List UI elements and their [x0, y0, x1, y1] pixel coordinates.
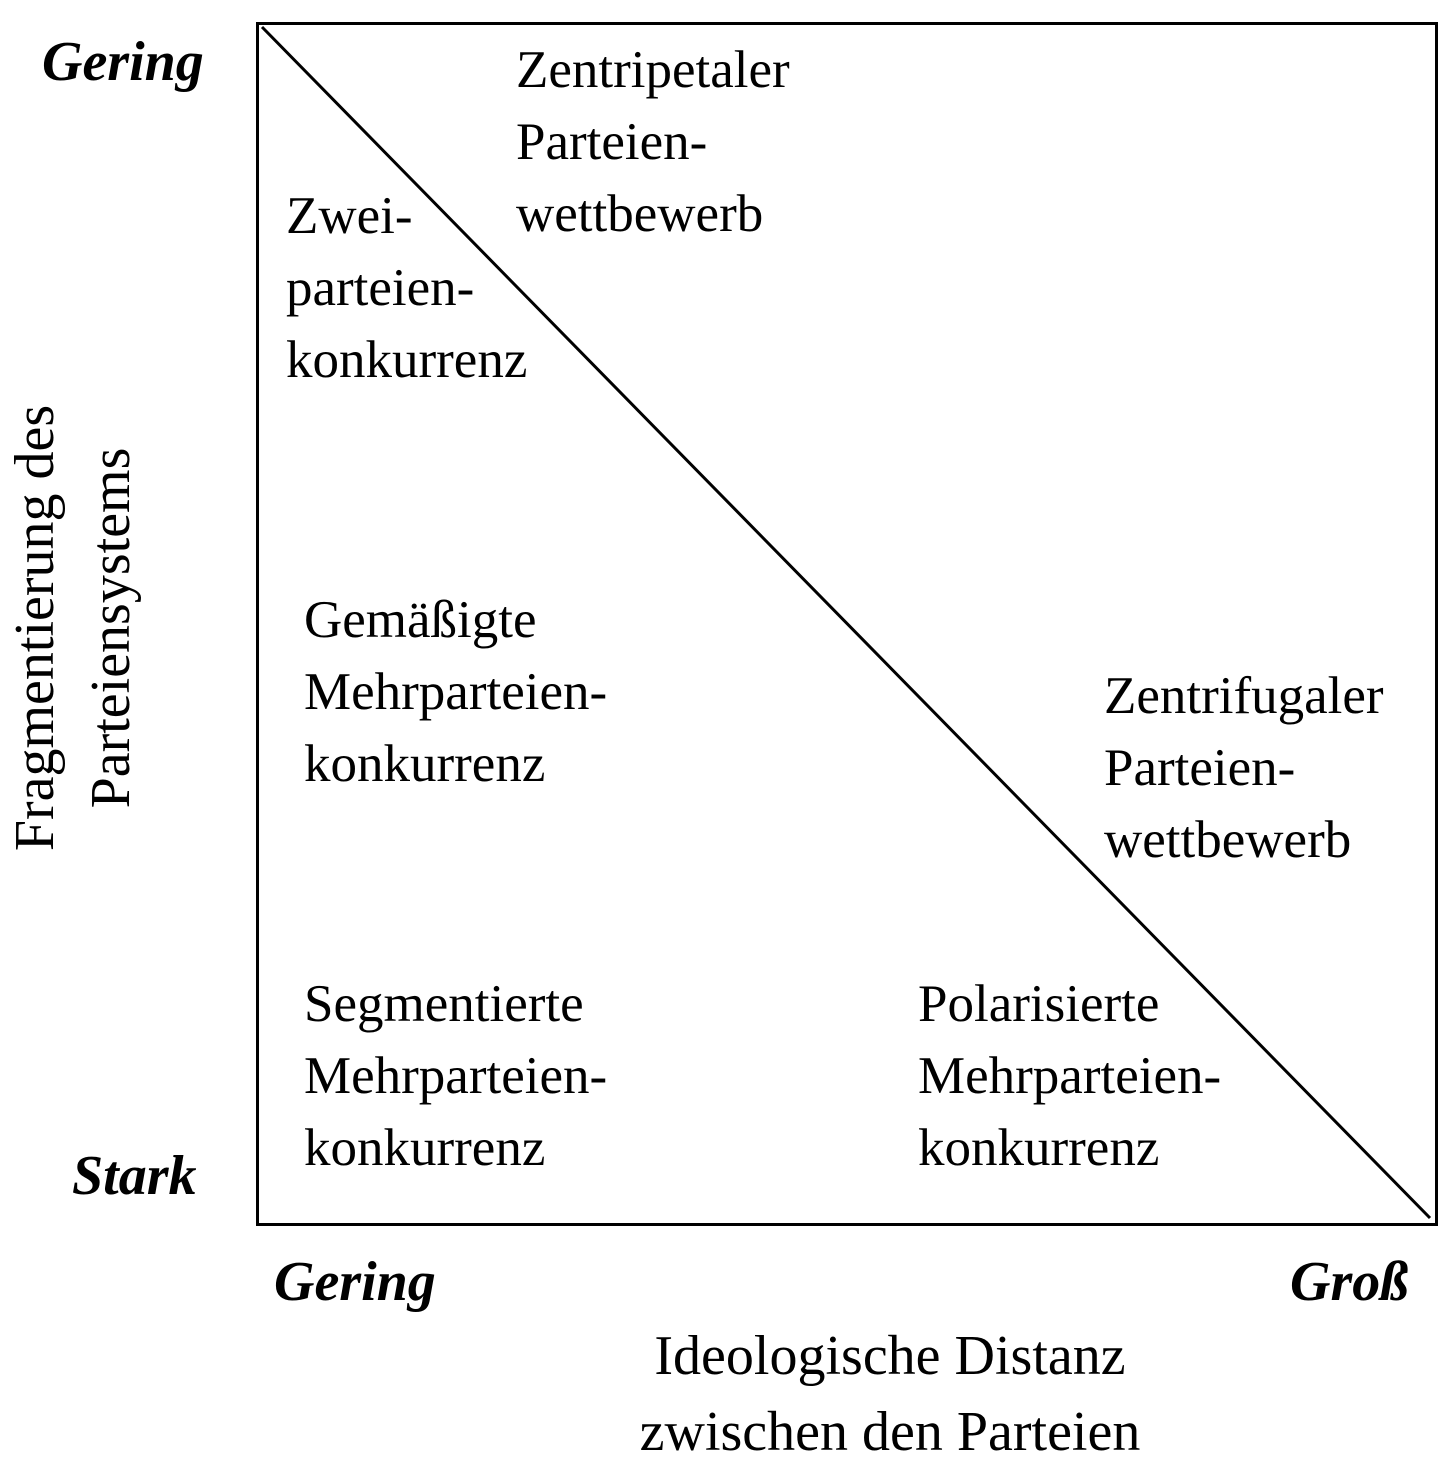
y-axis-title: Fragmentierung des Parteiensystems — [0, 318, 153, 938]
region-gemaessigt-line-3: konkurrenz — [304, 735, 546, 793]
region-zentrifugal-line-2: Parteien- — [1104, 739, 1296, 797]
y-axis-top-label: Gering — [42, 31, 204, 93]
region-zweiparteien-line-3: konkurrenz — [286, 331, 528, 389]
region-zweiparteien-line-1: Zwei- — [286, 187, 413, 245]
x-axis-right-label: Groß — [1290, 1251, 1409, 1313]
region-polarisiert-line-1: Polarisierte — [918, 975, 1160, 1033]
region-zentrifugal-line-3: wettbewerb — [1104, 811, 1352, 869]
region-gemaessigt: Gemäßigte Mehrparteien- konkurrenz — [304, 584, 607, 800]
region-zentrifugal: Zentrifugaler Parteien- wettbewerb — [1104, 660, 1384, 876]
region-zentripetal: Zentripetaler Parteien- wettbewerb — [516, 34, 790, 250]
x-axis-title-line-1: Ideologische Distanz — [654, 1325, 1126, 1387]
region-zentripetal-line-1: Zentripetaler — [516, 41, 790, 99]
x-axis-title-line-2: zwischen den Parteien — [639, 1401, 1141, 1463]
region-polarisiert: Polarisierte Mehrparteien- konkurrenz — [918, 968, 1221, 1184]
y-axis-bottom-label: Stark — [72, 1145, 197, 1207]
region-zentripetal-line-2: Parteien- — [516, 113, 708, 171]
region-zentrifugal-line-1: Zentrifugaler — [1104, 667, 1384, 725]
region-zweiparteien-line-2: parteien- — [286, 259, 475, 317]
diagram-frame — [256, 22, 1438, 1226]
region-gemaessigt-line-2: Mehrparteien- — [304, 663, 608, 721]
region-segmentiert: Segmentierte Mehrparteien- konkurrenz — [304, 968, 607, 1184]
x-axis-left-label: Gering — [274, 1251, 436, 1313]
x-axis-title: Ideologische Distanz zwischen den Partei… — [560, 1318, 1220, 1470]
y-axis-title-line-2: Parteiensystems — [80, 447, 142, 809]
region-zweiparteien: Zwei- parteien- konkurrenz — [286, 180, 527, 396]
y-axis-title-line-1: Fragmentierung des — [4, 404, 66, 852]
region-polarisiert-line-2: Mehrparteien- — [918, 1047, 1222, 1105]
region-segmentiert-line-2: Mehrparteien- — [304, 1047, 608, 1105]
region-polarisiert-line-3: konkurrenz — [918, 1119, 1160, 1177]
region-zentripetal-line-3: wettbewerb — [516, 185, 764, 243]
region-segmentiert-line-3: konkurrenz — [304, 1119, 546, 1177]
region-segmentiert-line-1: Segmentierte — [304, 975, 584, 1033]
region-gemaessigt-line-1: Gemäßigte — [304, 591, 537, 649]
